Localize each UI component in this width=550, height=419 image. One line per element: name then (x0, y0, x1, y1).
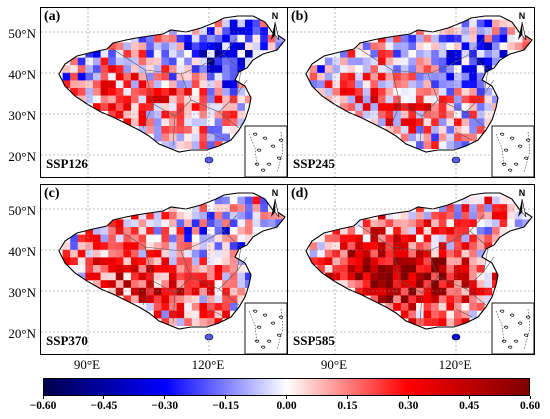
colorbar-tick-label: 0.15 (337, 400, 358, 412)
colorbar-tick-mark (42, 396, 44, 399)
country-border (305, 15, 533, 153)
lon-tick-90e: 90°E (320, 357, 348, 372)
anomaly-grid (62, 19, 284, 149)
lon-tick-120e: 120°E (191, 357, 225, 372)
anomaly-grid (62, 196, 284, 326)
north-arrow-icon: N (518, 188, 527, 218)
north-arrow-label: N (272, 188, 279, 198)
lat-tick-20n: 20°N (8, 326, 36, 341)
colorbar (43, 378, 530, 396)
south-china-sea-inset (244, 302, 287, 354)
province-boundaries (357, 37, 495, 147)
north-arrow-label: N (519, 11, 526, 21)
colorbar-tick-label: 0.60 (519, 400, 541, 412)
north-arrow-icon: N (271, 188, 280, 218)
map-panel-c: N (c) SSP370 (40, 184, 288, 355)
map-panel-d: N (d) SSP585 (287, 184, 535, 355)
map-panel-a: N (a) SSP126 (40, 7, 288, 178)
graticule (41, 8, 287, 177)
north-arrow-label: N (519, 188, 526, 198)
colorbar-tick-mark (346, 396, 348, 399)
south-china-sea-inset (491, 302, 534, 354)
lat-tick-50n: 50°N (8, 203, 36, 218)
colorbar-tick-mark (164, 396, 166, 399)
colorbar-tick-mark (529, 396, 531, 399)
scenario-label: SSP370 (46, 333, 88, 348)
lon-tick-120e: 120°E (438, 357, 472, 372)
panel-label: (a) (44, 9, 61, 24)
lat-tick-40n: 40°N (8, 244, 36, 259)
colorbar-tick-label: −0.60 (29, 400, 57, 412)
scenario-label: SSP126 (46, 156, 88, 171)
panel-label: (d) (291, 186, 309, 201)
lat-tick-40n: 40°N (8, 67, 36, 82)
graticule (288, 8, 534, 177)
colorbar-tick-mark (468, 396, 470, 399)
lon-tick-90e: 90°E (73, 357, 101, 372)
colorbar-tick-label: 0.45 (459, 400, 480, 412)
colorbar-tick-label: −0.15 (212, 400, 239, 412)
map-canvas: N (288, 185, 534, 354)
map-canvas: N (41, 185, 287, 354)
panel-label: (c) (44, 186, 60, 201)
colorbar-tick-label: −0.30 (151, 400, 179, 412)
colorbar-tick-mark (103, 396, 105, 399)
graticule (288, 185, 534, 354)
scenario-label: SSP585 (293, 333, 335, 348)
north-arrow-icon: N (518, 11, 527, 41)
graticule (41, 185, 287, 354)
country-border (58, 15, 286, 153)
map-panel-b: N (b) SSP245 (287, 7, 535, 178)
country-border (58, 192, 286, 330)
south-china-sea-inset (244, 125, 287, 177)
colorbar-tick-mark (225, 396, 227, 399)
lat-tick-30n: 30°N (8, 108, 36, 123)
lat-tick-30n: 30°N (8, 285, 36, 300)
map-canvas: N (41, 8, 287, 177)
province-boundaries (357, 214, 495, 324)
lat-tick-50n: 50°N (8, 26, 36, 41)
colorbar-tick-mark (286, 396, 287, 399)
scenario-label: SSP245 (293, 156, 335, 171)
colorbar-tick-label: 0.30 (398, 400, 419, 412)
colorbar-tick-label: −0.45 (90, 400, 118, 412)
north-arrow-icon: N (271, 11, 280, 41)
colorbar-tick-mark (407, 396, 409, 399)
map-canvas: N (288, 8, 534, 177)
colorbar-tick-label: 0.00 (276, 400, 297, 412)
province-boundaries (110, 214, 248, 324)
country-border (305, 192, 533, 330)
north-arrow-label: N (272, 11, 279, 21)
panel-label: (b) (291, 9, 309, 24)
south-china-sea-inset (491, 125, 534, 177)
anomaly-grid (309, 19, 531, 149)
lat-tick-20n: 20°N (8, 149, 36, 164)
